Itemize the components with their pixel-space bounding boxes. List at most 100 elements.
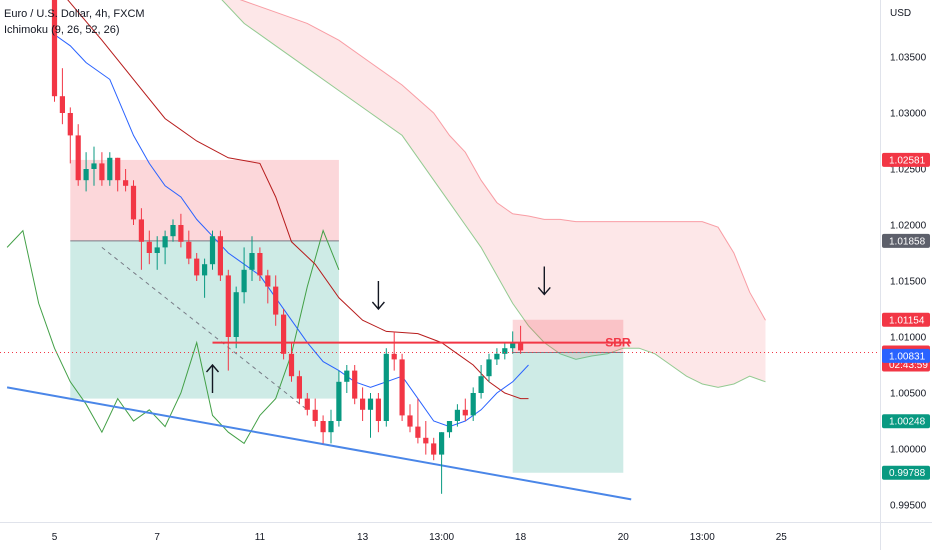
tenkan-line [54, 34, 529, 428]
time-tick-label: 13 [357, 532, 369, 543]
candle-body [107, 157, 113, 181]
candle-body [154, 247, 160, 253]
candle-body [391, 353, 397, 360]
candle-body [233, 292, 239, 337]
candle-body [296, 376, 302, 399]
senkou-b-line [239, 0, 766, 321]
time-tick-label: 18 [515, 532, 527, 543]
indicator-lines [6, 0, 632, 501]
price-badge-1 [882, 233, 930, 248]
candle-body [494, 353, 500, 360]
ichimoku-cloud [221, 0, 766, 388]
candle-body [59, 96, 65, 113]
stop-zone-1 [512, 319, 624, 353]
candle-body [265, 275, 271, 287]
candles [51, 0, 524, 494]
candle-body [91, 163, 97, 169]
candle-body [312, 409, 318, 421]
candle-body [518, 342, 524, 351]
kijun-line [67, 0, 529, 400]
candle-body [486, 359, 492, 377]
candle-body [51, 0, 58, 97]
candle-body [336, 381, 342, 421]
candle-body [383, 353, 389, 421]
time-tick-label: 7 [154, 532, 160, 543]
price-tick-label: 1.01000 [890, 333, 927, 344]
candle-body [415, 426, 421, 438]
annotations: SBR [205, 266, 632, 393]
dashed-line [101, 247, 308, 411]
candle-body [162, 236, 168, 248]
candle-body [146, 241, 152, 253]
arrow-up-0 [205, 363, 220, 393]
time-tick-label: 20 [618, 532, 630, 543]
price-tick-label: 1.00000 [890, 445, 927, 456]
time-axis[interactable]: 5 7 11 13 13:00 18 20 13:00 25 [0, 522, 932, 544]
candle-body [470, 393, 476, 416]
candle-body [407, 415, 413, 427]
candle-body [209, 236, 216, 265]
candle-body [186, 241, 192, 259]
senkou-a-line [221, 0, 766, 388]
candle-body [360, 398, 366, 410]
time-tick-label: 13:00 [690, 532, 715, 543]
candle-body [225, 275, 231, 337]
candle-body [320, 421, 326, 433]
time-tick-label: 25 [776, 532, 788, 543]
candle-body [257, 253, 263, 276]
candle-body [431, 443, 437, 455]
candle-body [75, 135, 81, 181]
candle-body [439, 432, 445, 455]
candle-body [99, 163, 105, 181]
candle-body [304, 398, 310, 410]
candle-body [217, 236, 223, 276]
candle-body [454, 409, 460, 421]
candle-body [367, 398, 374, 410]
price-tick-label: 1.02000 [890, 221, 927, 232]
price-badge-label: 1.00831 [889, 351, 926, 362]
price-axis[interactable]: USD 1.03500 1.03000 1.02500 1.02000 1.01500 1… [880, 0, 932, 550]
candle-body [241, 269, 247, 293]
arrow-down-1 [371, 281, 385, 311]
chikou-line [6, 229, 340, 445]
candle-body [375, 398, 381, 421]
candle-body [399, 359, 405, 416]
candle-body [178, 225, 184, 242]
candle-body [446, 421, 453, 433]
target-zone-1 [512, 352, 624, 473]
sbr-label: SBR [605, 336, 631, 350]
candle-body [123, 180, 129, 186]
candle-body [423, 437, 429, 444]
arrow-down-2 [537, 266, 551, 296]
candle-body [115, 157, 121, 181]
candle-body [249, 253, 255, 270]
price-tick-label: 1.03500 [890, 53, 927, 64]
price-badge-label: 1.01154 [889, 315, 925, 326]
price-badge-5 [882, 414, 930, 429]
candle-body [328, 421, 334, 433]
candle-body [352, 370, 358, 399]
currency-label: USD [890, 8, 911, 19]
candle-body [502, 348, 508, 354]
candle-body [344, 370, 350, 382]
price-tick-label: 1.01500 [890, 277, 927, 288]
symbol-title[interactable]: Euro / U.S. Dollar, 4h, FXCM [4, 8, 145, 20]
countdown-label: 02:43:59 [889, 360, 928, 371]
indicator-legend[interactable]: Ichimoku (9, 26, 52, 26) [4, 24, 120, 36]
price-badge-0 [882, 152, 930, 167]
cloud-fill [222, 0, 766, 388]
candle-body [288, 353, 295, 377]
time-tick-label: 5 [52, 532, 58, 543]
candle-body [273, 286, 279, 315]
trend-line [6, 386, 632, 501]
price-tick-label: 0.99500 [890, 501, 927, 512]
price-badge-6 [882, 465, 930, 480]
candle-body [83, 169, 89, 181]
price-badge-label: 1.01858 [889, 236, 926, 247]
price-tick-label: 1.02500 [890, 165, 927, 176]
price-badge-label: 1.02581 [889, 155, 926, 166]
price-badge-label: 0.99788 [889, 468, 926, 479]
candle-body [138, 219, 144, 242]
time-tick-label: 11 [255, 532, 266, 543]
